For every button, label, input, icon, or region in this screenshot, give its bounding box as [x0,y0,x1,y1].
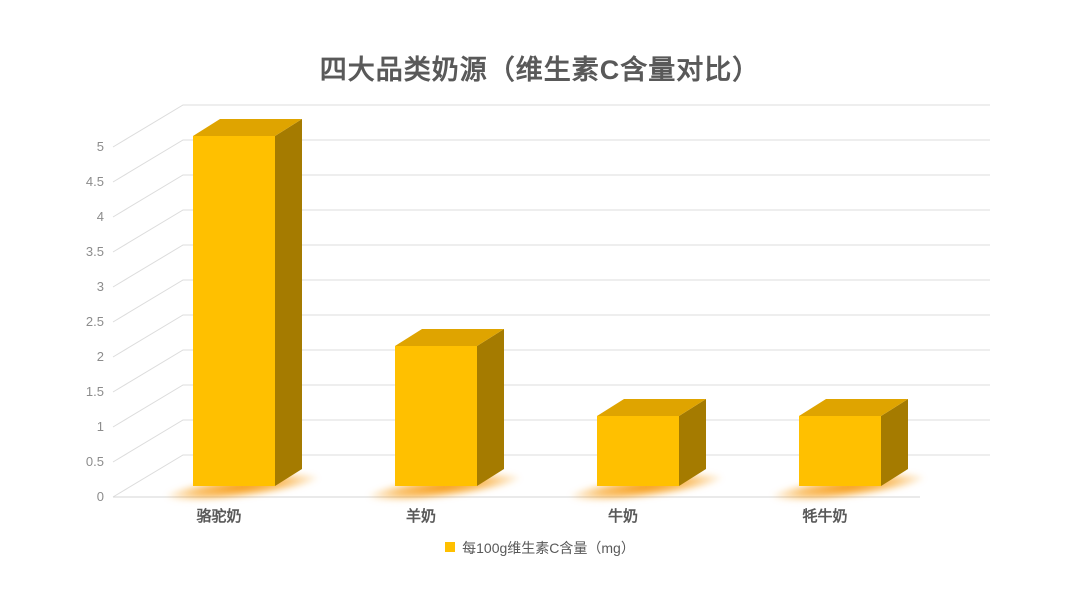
bar-front-face [395,346,477,486]
bar-牛奶 [568,399,724,502]
y-tick-label: 0 [97,489,104,504]
bar-side-face [881,399,908,486]
bar-羊奶 [366,329,522,502]
bar-top-face [395,329,504,346]
y-tick-label: 3.5 [86,244,104,259]
gridline [112,104,990,148]
gridline [112,139,990,183]
legend-marker-icon [445,542,456,552]
gridline [112,454,990,498]
y-tick-label: 1 [97,419,104,434]
y-tick-label: 1.5 [86,384,104,399]
y-tick-label: 2 [97,349,104,364]
gridline [112,419,990,463]
x-category-label: 牦牛奶 [802,507,847,525]
x-category-label: 牛奶 [608,507,638,525]
bar-牦牛奶 [770,399,926,502]
bar-front-face [597,416,679,486]
bar-side-face [679,399,706,486]
bar-top-face [193,119,302,136]
y-tick-label: 3 [97,279,104,294]
bar-top-face [799,399,908,416]
gridline [112,314,990,358]
bar-骆驼奶 [164,119,320,502]
y-tick-label: 0.5 [86,454,104,469]
legend-label: 每100g维生素C含量（mg） [462,540,635,556]
gridline [112,209,990,253]
legend: 每100g维生素C含量（mg） [0,538,1080,558]
gridline [112,244,990,288]
chart-title: 四大品类奶源（维生素C含量对比） [319,55,761,85]
bar-front-face [193,136,275,486]
bar-front-face [799,416,881,486]
gridline [112,279,990,323]
bar-side-face [275,119,302,486]
gridline [112,349,990,393]
x-category-label: 羊奶 [406,507,436,525]
y-tick-label: 2.5 [86,314,104,329]
gridline [112,174,990,218]
x-category-label: 骆驼奶 [196,507,241,525]
y-tick-label: 4.5 [86,174,104,189]
bar-top-face [597,399,706,416]
bar-side-face [477,329,504,486]
y-tick-label: 4 [97,209,104,224]
y-tick-label: 5 [97,139,104,154]
gridline [112,384,990,428]
